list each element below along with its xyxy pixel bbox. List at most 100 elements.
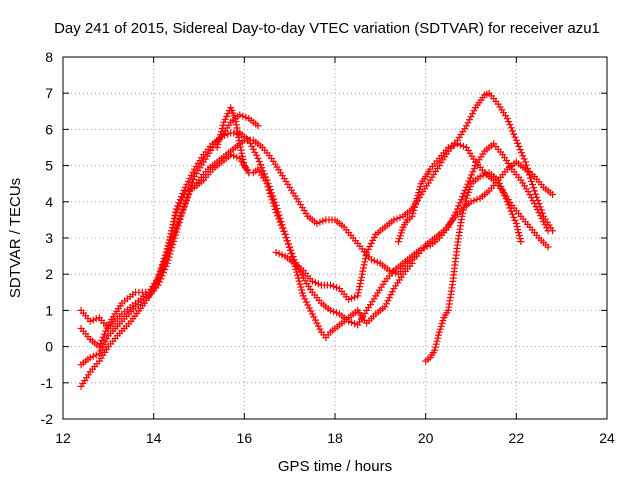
data-point-marks xyxy=(118,291,137,307)
data-point-marks xyxy=(521,158,537,192)
data-point-marks xyxy=(113,320,133,340)
data-point-marks xyxy=(163,212,180,253)
data-point-marks xyxy=(322,216,336,224)
data-point-marks xyxy=(435,146,450,162)
y-tick-label: 5 xyxy=(45,158,53,174)
data-point-marks xyxy=(213,153,228,166)
data-point-marks xyxy=(191,154,206,173)
data-point-marks xyxy=(376,259,391,273)
data-point-marks xyxy=(517,212,532,228)
data-point-marks xyxy=(408,247,423,260)
data-point-marks xyxy=(372,225,387,238)
data-point-marks xyxy=(381,269,396,285)
data-point-marks xyxy=(426,236,441,249)
y-tick-label: 7 xyxy=(45,85,53,101)
data-point-marks xyxy=(417,242,431,253)
data-point-marks xyxy=(472,158,486,174)
data-point-marks xyxy=(526,223,541,239)
x-tick-label: 18 xyxy=(327,430,343,446)
data-point-marks xyxy=(467,195,481,206)
data-point-marks xyxy=(77,325,92,341)
data-point-marks xyxy=(77,371,92,390)
data-point-marks xyxy=(191,178,205,191)
data-point-marks xyxy=(363,295,378,314)
data-point-marks xyxy=(476,189,491,202)
data-point-marks xyxy=(95,335,111,358)
data-point-marks xyxy=(118,301,137,318)
data-point-marks xyxy=(272,249,286,259)
data-point-marks xyxy=(540,183,554,197)
data-point-marks xyxy=(494,100,509,120)
data-point-marks xyxy=(209,160,223,173)
data-point-marks xyxy=(308,310,324,333)
data-point-marks xyxy=(322,331,332,342)
data-point-marks xyxy=(440,309,451,322)
data-point-marks xyxy=(281,252,296,265)
data-point-marks xyxy=(145,277,160,296)
data-point-marks xyxy=(485,89,500,105)
data-point-marks xyxy=(444,141,458,151)
data-point-marks xyxy=(127,302,147,325)
data-point-marks xyxy=(132,291,150,307)
data-point-marks xyxy=(317,281,331,289)
data-point-marks xyxy=(295,198,310,217)
data-point-marks xyxy=(200,168,214,184)
data-point-marks xyxy=(86,335,101,349)
data-point-marks xyxy=(236,111,250,121)
data-point-marks xyxy=(481,90,491,99)
x-tick-label: 20 xyxy=(418,430,434,446)
data-point-marks xyxy=(395,226,406,246)
data-point-marks xyxy=(195,168,210,184)
data-point-marks xyxy=(390,273,405,293)
data-point-marks xyxy=(204,160,219,173)
data-point-marks xyxy=(449,245,461,285)
data-point-marks xyxy=(444,208,460,231)
data-point-marks xyxy=(476,170,490,180)
series-track-8 xyxy=(422,169,525,365)
y-tick-label: 3 xyxy=(45,230,53,246)
data-point-marks xyxy=(249,136,264,150)
data-point-marks xyxy=(503,198,519,224)
data-point-marks xyxy=(240,162,251,174)
data-point-marks xyxy=(354,252,370,300)
data-point-marks xyxy=(453,140,467,150)
y-tick-label: 0 xyxy=(45,339,53,355)
data-point-marks xyxy=(463,107,478,130)
data-point-marks xyxy=(531,187,546,217)
data-point-marks xyxy=(494,176,510,203)
y-axis-label: SDTVAR / TECUs xyxy=(7,178,24,298)
data-point-marks xyxy=(399,262,414,278)
data-point-marks xyxy=(358,314,368,324)
data-point xyxy=(549,227,557,235)
data-point-marks xyxy=(531,173,545,189)
data-point-marks xyxy=(467,174,482,188)
series-track-7 xyxy=(395,140,552,251)
data-point-marks xyxy=(327,323,341,336)
data-point-marks xyxy=(272,209,288,235)
data-point-marks xyxy=(104,320,124,340)
data-point-marks xyxy=(381,288,396,311)
y-tick-label: 8 xyxy=(45,49,53,65)
data-point-marks xyxy=(481,142,495,155)
data-point-marks xyxy=(254,165,269,185)
x-tick-label: 16 xyxy=(237,430,253,446)
data-point-marks xyxy=(163,215,184,267)
data-point-marks xyxy=(390,261,405,275)
data-point-marks xyxy=(408,183,424,220)
data-point-marks xyxy=(336,285,350,301)
data-point-marks xyxy=(268,154,283,174)
data-point-marks xyxy=(172,190,188,217)
data-point-marks xyxy=(435,150,450,170)
plot-frame xyxy=(62,56,608,420)
data-point-marks xyxy=(512,136,528,163)
data-point-marks xyxy=(508,165,523,181)
data-point-marks xyxy=(426,165,441,184)
data-point-marks xyxy=(299,267,314,283)
series-track-4 xyxy=(77,151,253,332)
data-point-marks xyxy=(327,306,340,317)
data-point-marks xyxy=(490,140,504,156)
data-point-marks xyxy=(200,146,215,166)
data-point-marks xyxy=(463,144,478,163)
data-point-marks xyxy=(104,302,124,329)
data-point-marks xyxy=(422,355,432,365)
